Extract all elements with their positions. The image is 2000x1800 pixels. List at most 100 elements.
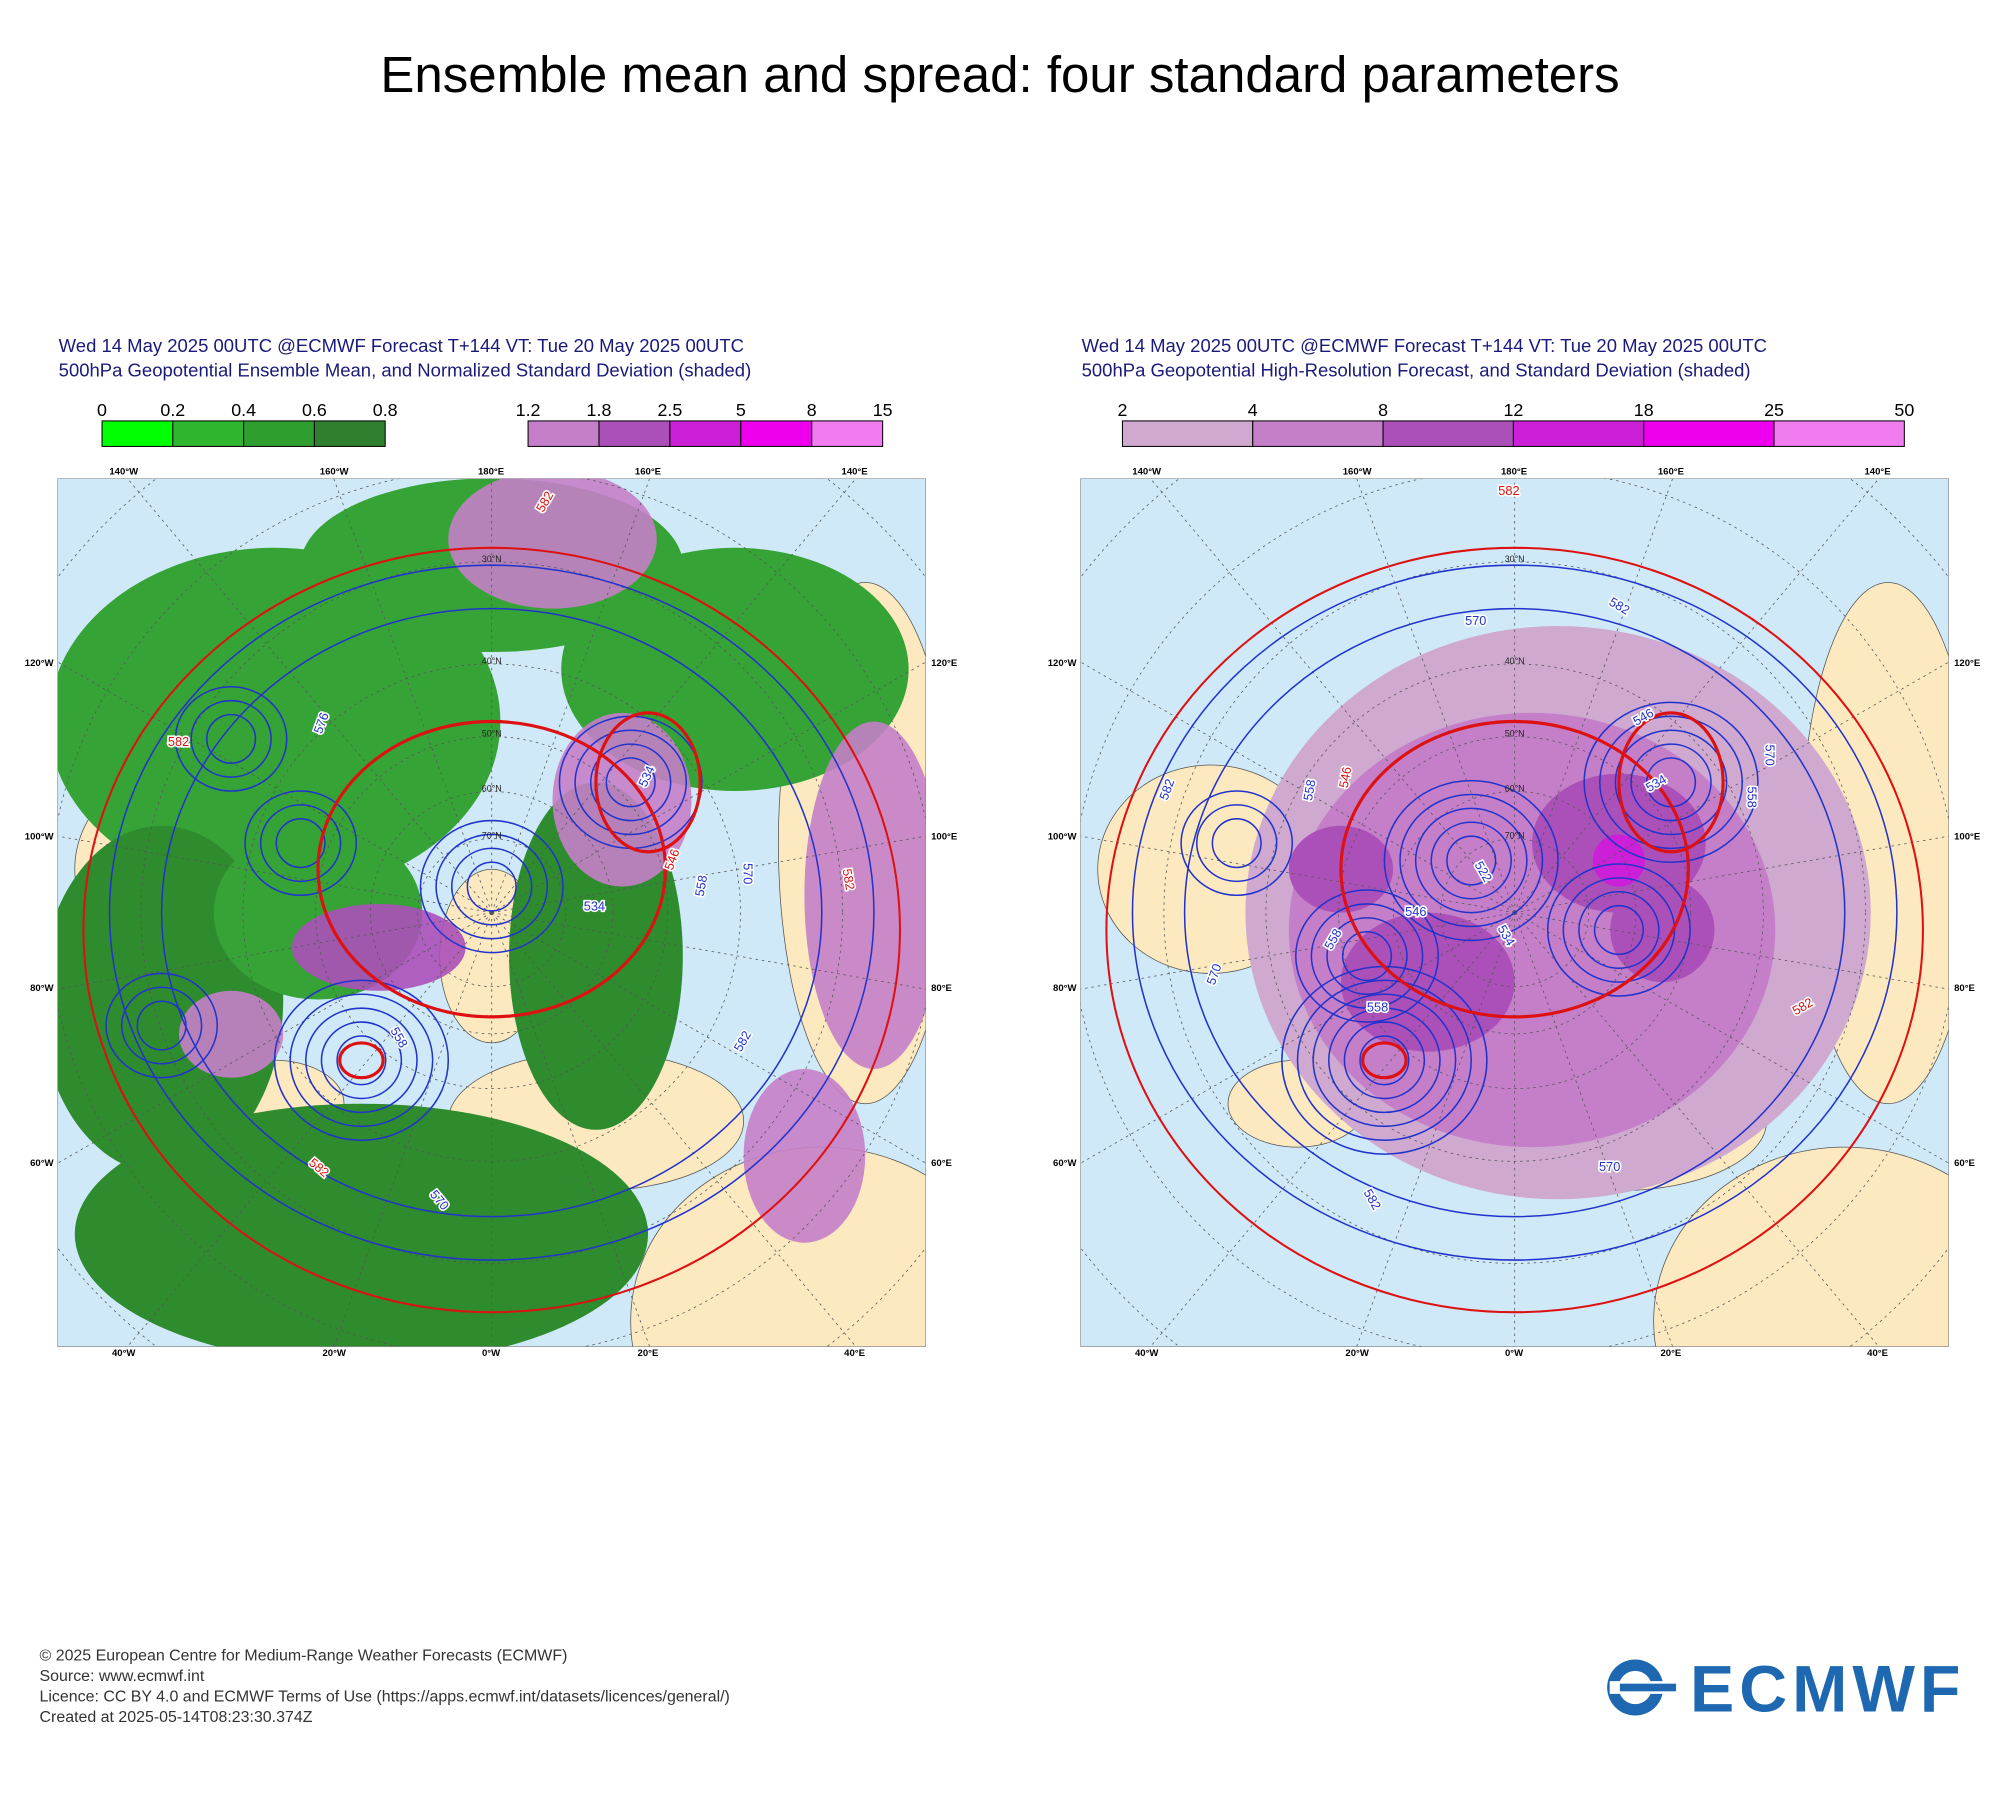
- longitude-label: 20°W: [322, 1348, 345, 1359]
- colorbar-box: [1773, 420, 1905, 447]
- graticule: [1356, 478, 1516, 913]
- colorbar-label: 8: [1378, 400, 1388, 420]
- latitude-label: 70°N: [482, 831, 502, 841]
- shading: [448, 478, 657, 609]
- contour: [1359, 1035, 1410, 1086]
- colorbar-label: 0.2: [160, 400, 185, 420]
- contour: [1430, 821, 1512, 900]
- graticule: [1149, 478, 1515, 913]
- latitude-label: 60°N: [482, 783, 502, 793]
- contour-label: 558: [1367, 999, 1388, 1014]
- logo-text: ECMWF: [1690, 1653, 1960, 1727]
- colorbar-box: [598, 420, 671, 447]
- graticule: [315, 736, 669, 1090]
- land: [1653, 1146, 1949, 1347]
- contour: [1343, 1021, 1426, 1100]
- footer-line: Source: www.ecmwf.int: [40, 1668, 205, 1685]
- contour: [1326, 917, 1408, 996]
- latitude-label: 40°N: [482, 656, 502, 666]
- shading: [1610, 877, 1715, 983]
- contour: [206, 713, 257, 764]
- panel-header: Wed 14 May 2025 00UTC @ECMWF Forecast T+…: [1082, 335, 1767, 356]
- contour: [574, 729, 688, 836]
- contour: [1593, 904, 1644, 956]
- contour: [275, 818, 326, 869]
- contour-label: 582: [1498, 483, 1519, 498]
- graticule: [1514, 912, 1880, 1347]
- contour-label: 558: [1300, 778, 1318, 802]
- colorbar-label: 50: [1894, 400, 1914, 420]
- contour-label: 546: [1405, 904, 1426, 919]
- colorbar-label: 0.4: [231, 400, 256, 420]
- contour: [589, 743, 672, 822]
- graticule: [126, 478, 493, 913]
- colorbar-box: [1512, 420, 1645, 447]
- contour-label: 582: [168, 734, 189, 749]
- longitude-label: 100°E: [1954, 831, 1980, 842]
- contour: [259, 804, 342, 883]
- colorbar-box: [313, 420, 386, 447]
- contour: [108, 564, 875, 1261]
- map: [57, 478, 927, 1347]
- contour: [338, 1041, 385, 1080]
- contour: [450, 847, 533, 926]
- graticule: [57, 661, 492, 913]
- graticule: [1356, 912, 1516, 1347]
- longitude-label: 80°W: [1053, 983, 1076, 994]
- contour: [244, 790, 357, 897]
- contour: [1211, 818, 1262, 869]
- contour: [466, 861, 517, 912]
- longitude-label: 40°W: [112, 1348, 135, 1359]
- contour: [105, 972, 218, 1079]
- contour: [160, 607, 823, 1218]
- longitude-label: 160°E: [635, 466, 661, 477]
- colorbar-label: 15: [873, 400, 893, 420]
- footer-line: © 2025 European Centre for Medium-Range …: [40, 1648, 568, 1665]
- contour: [419, 819, 564, 954]
- longitude-label: 100°E: [931, 831, 957, 842]
- longitude-label: 180°E: [478, 466, 504, 477]
- contour: [594, 711, 702, 854]
- contour: [1339, 719, 1690, 1019]
- longitude-label: 20°E: [1661, 1348, 1682, 1359]
- longitude-label: 160°E: [1658, 466, 1684, 477]
- shading: [743, 1068, 866, 1243]
- contour-label: 582: [840, 868, 858, 892]
- map-panel: Wed 14 May 2025 00UTC @ECMWF Forecast T+…: [25, 335, 957, 1359]
- latitude-label: 50°N: [1505, 729, 1525, 739]
- panel-header: 500hPa Geopotential High-Resolution Fore…: [1082, 359, 1751, 380]
- latitude-label: 40°N: [1505, 656, 1525, 666]
- latitude-label: 70°N: [1505, 831, 1525, 841]
- longitude-label: 80°E: [1954, 983, 1975, 994]
- longitude-label: 20°E: [638, 1348, 659, 1359]
- contour: [336, 1035, 387, 1086]
- colorbar-label: 5: [736, 400, 746, 420]
- graticule: [491, 912, 857, 1347]
- footer-line: Licence: CC BY 4.0 and ECMWF Terms of Us…: [40, 1689, 730, 1706]
- colorbar-box: [740, 420, 813, 447]
- colorbar-label: 1.2: [516, 400, 541, 420]
- contour: [1295, 889, 1439, 1023]
- contour: [605, 757, 656, 808]
- longitude-label: 20°W: [1345, 1348, 1368, 1359]
- graticule: [491, 912, 927, 1164]
- latitude-label: 60°N: [1505, 783, 1525, 793]
- colorbar-label: 0.8: [373, 400, 398, 420]
- contour: [1578, 891, 1660, 969]
- graticule: [1149, 912, 1515, 1347]
- contour: [289, 993, 434, 1128]
- contour: [273, 979, 450, 1141]
- graticule: [1514, 912, 1674, 1347]
- graticule: [57, 912, 492, 990]
- longitude-label: 40°E: [844, 1348, 865, 1359]
- shading: [1340, 912, 1515, 1052]
- graticule: [1514, 912, 1949, 1164]
- graticule: [491, 912, 651, 1347]
- contour: [305, 1007, 418, 1114]
- graticule: [1514, 661, 1949, 913]
- page-title: Ensemble mean and spread: four standard …: [380, 46, 1619, 103]
- colorbar-box: [1643, 420, 1775, 447]
- graticule: [1440, 838, 1590, 987]
- contour-label: 546: [1336, 765, 1354, 789]
